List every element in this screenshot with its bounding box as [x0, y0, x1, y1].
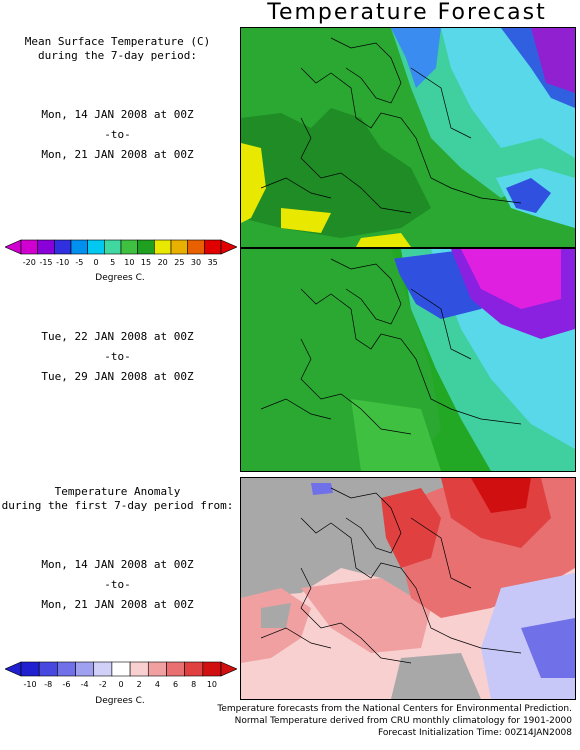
temperature-map-week2: [240, 248, 576, 472]
anomaly-colorbar-tick-label: -8: [44, 680, 52, 689]
panel1-period: Mon, 14 JAN 2008 at 00Z -to- Mon, 21 JAN…: [0, 105, 235, 165]
temperature-colorbar-swatch: [104, 239, 122, 255]
panel3-start: Mon, 14 JAN 2008 at 00Z: [41, 558, 194, 571]
panel1-start: Mon, 14 JAN 2008 at 00Z: [41, 108, 194, 121]
anomaly-colorbar-swatch: [111, 661, 131, 677]
footer-line1: Temperature forecasts from the National …: [217, 704, 572, 714]
anomaly-colorbar-tick-label: -4: [81, 680, 89, 689]
temperature-map-week1: [240, 27, 576, 248]
anomaly-colorbar-swatch: [129, 661, 149, 677]
temperature-colorbar: -20 -15 -10 -5 0 5 10 15 20 25 30 35: [5, 238, 237, 272]
footer-credits: Temperature forecasts from the National …: [217, 703, 572, 739]
temperature-colorbar-tick-label: -20: [23, 258, 36, 267]
panel3-heading: Temperature Anomaly during the first 7-d…: [0, 485, 235, 513]
temperature-colorbar-swatch: [187, 239, 205, 255]
anomaly-colorbar-tick-label: 6: [173, 680, 178, 689]
panel2-end: Tue, 29 JAN 2008 at 00Z: [41, 370, 194, 383]
temperature-colorbar-swatch: [154, 239, 172, 255]
anomaly-colorbar-tick-label: 4: [155, 680, 160, 689]
panel3-end: Mon, 21 JAN 2008 at 00Z: [41, 598, 194, 611]
footer-line3: Forecast Initialization Time: 00Z14JAN20…: [378, 728, 572, 738]
temperature-colorbar-tick-label: 20: [158, 258, 168, 267]
anomaly-colorbar-swatch: [38, 661, 58, 677]
temperature-colorbar-tick-label: -5: [75, 258, 83, 267]
temperature-colorbar-tick-label: 35: [208, 258, 218, 267]
panel1-heading: Mean Surface Temperature (C) during the …: [0, 35, 235, 63]
temperature-colorbar-arrow-high: [220, 239, 237, 255]
anomaly-colorbar-tick-label: -6: [62, 680, 70, 689]
temperature-colorbar-swatch: [137, 239, 155, 255]
anomaly-colorbar-tick-label: 10: [207, 680, 217, 689]
temperature-colorbar-unit: Degrees C.: [95, 273, 145, 283]
anomaly-colorbar-tick-label: -10: [24, 680, 37, 689]
temperature-colorbar-swatch: [20, 239, 38, 255]
anomaly-colorbar-tick-label: 2: [137, 680, 142, 689]
temperature-colorbar-tick-label: 10: [124, 258, 134, 267]
temperature-colorbar-swatch: [87, 239, 105, 255]
anomaly-colorbar-tick-label: -2: [99, 680, 107, 689]
temperature-colorbar-swatch: [204, 239, 222, 255]
anomaly-colorbar-swatch: [166, 661, 185, 677]
temperature-colorbar-swatch: [54, 239, 72, 255]
panel1-to: -to-: [104, 128, 131, 141]
temperature-colorbar-swatch: [37, 239, 55, 255]
temperature-colorbar-tick-label: 25: [174, 258, 184, 267]
anomaly-colorbar-swatch: [57, 661, 76, 677]
panel2-start: Tue, 22 JAN 2008 at 00Z: [41, 330, 194, 343]
panel2-period: Tue, 22 JAN 2008 at 00Z -to- Tue, 29 JAN…: [0, 327, 235, 387]
footer-line2: Normal Temperature derived from CRU mont…: [234, 716, 572, 726]
anomaly-map: [240, 477, 576, 700]
anomaly-colorbar: -10 -8 -6 -4 -2 0 2 4 6 8 10: [5, 660, 237, 694]
anomaly-colorbar-tick-label: 0: [118, 680, 123, 689]
temperature-colorbar-tick-label: 0: [93, 258, 98, 267]
temperature-colorbar-tick-label: -10: [56, 258, 69, 267]
panel2-to: -to-: [104, 350, 131, 363]
anomaly-colorbar-swatch: [20, 661, 40, 677]
anomaly-colorbar-tick-label: 8: [191, 680, 196, 689]
panel1-heading-line2: during the 7-day period:: [38, 49, 197, 62]
temperature-colorbar-swatch: [170, 239, 188, 255]
panel3-period: Mon, 14 JAN 2008 at 00Z -to- Mon, 21 JAN…: [0, 555, 235, 615]
panel1-heading-line1: Mean Surface Temperature (C): [24, 35, 211, 48]
anomaly-colorbar-swatch: [184, 661, 204, 677]
panel3-heading-line2: during the first 7-day period from:: [1, 499, 234, 512]
panel3-to: -to-: [104, 578, 131, 591]
temperature-colorbar-swatch: [70, 239, 88, 255]
anomaly-colorbar-swatch: [93, 661, 113, 677]
panel3-heading-line1: Temperature Anomaly: [54, 485, 181, 498]
anomaly-colorbar-swatch: [75, 661, 95, 677]
panel1-end: Mon, 21 JAN 2008 at 00Z: [41, 148, 194, 161]
temperature-colorbar-tick-label: 30: [191, 258, 201, 267]
anomaly-colorbar-arrow-low: [5, 661, 22, 677]
temperature-colorbar-tick-label: -15: [39, 258, 52, 267]
page-title: Temperature Forecast: [267, 0, 547, 25]
anomaly-colorbar-swatch: [147, 661, 167, 677]
anomaly-colorbar-unit: Degrees C.: [95, 696, 145, 706]
temperature-colorbar-arrow-low: [5, 239, 22, 255]
temperature-colorbar-tick-label: 15: [141, 258, 151, 267]
temperature-colorbar-swatch: [120, 239, 138, 255]
anomaly-colorbar-swatch: [202, 661, 222, 677]
temperature-colorbar-tick-label: 5: [110, 258, 115, 267]
anomaly-colorbar-arrow-high: [220, 661, 237, 677]
